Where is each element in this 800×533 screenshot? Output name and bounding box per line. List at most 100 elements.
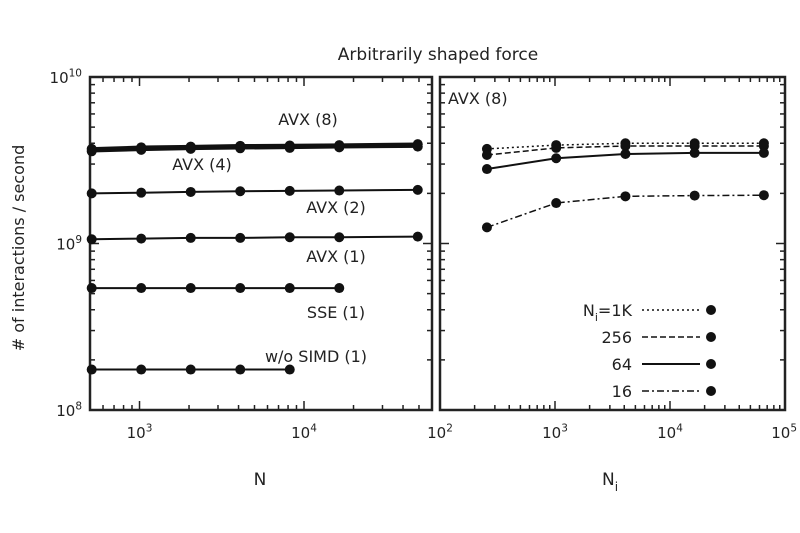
data-point [136,283,147,294]
x-tick-label-base: 10 [771,424,790,442]
legend-marker [706,359,716,369]
x-tick-label: 105 [771,422,797,442]
data-point [185,364,196,375]
legend-label: 16 [612,382,632,401]
legend-label-rest: =1K [598,301,633,320]
data-point [235,186,246,197]
x-tick-label-base: 10 [291,424,310,442]
series-annotation: AVX (1) [306,247,366,266]
legend-label-sub: i [595,311,598,324]
data-point [481,164,492,175]
x-tick-label-base: 10 [657,424,676,442]
data-point [136,144,147,155]
data-point [235,364,246,375]
data-point [86,146,97,157]
data-point [758,190,769,201]
y-axis-label: # of interactions / second [9,145,28,352]
x-tick-label-exp: 3 [146,422,153,434]
data-point [412,231,423,242]
x-tick-label: 103 [127,422,153,442]
y-tick-label-base: 10 [56,236,75,254]
x-tick-label: 103 [542,422,568,442]
data-point [86,188,97,199]
y-tick-label-base: 10 [50,69,69,87]
x-tick-label-exp: 4 [676,422,683,434]
data-point [412,184,423,195]
data-point [481,222,492,233]
data-point [86,364,97,375]
x-tick-label: 104 [291,422,317,442]
data-point [620,141,631,152]
chart-title: Arbitrarily shaped force [338,45,538,65]
x-tick-label-base: 10 [127,424,146,442]
data-point [284,232,295,243]
series-line [486,142,764,150]
series-line [486,194,764,229]
legend-label: 256 [601,328,632,347]
right-x-axis-label-base: N [602,470,615,490]
data-point [284,283,295,294]
data-point [86,283,97,294]
series-annotation: AVX (8) [278,110,338,129]
data-point [551,198,562,209]
x-tick-label: 102 [427,422,453,442]
y-tick-label: 109 [56,234,82,254]
data-point [284,364,295,375]
legend-label: 64 [612,355,632,374]
data-point [86,234,97,245]
y-tick-label: 1010 [50,67,82,87]
legend-marker [706,332,716,342]
left-x-axis-label: N [254,470,267,490]
right-x-axis-label-sub: i [615,480,618,494]
data-point [551,153,562,164]
x-tick-label-exp: 5 [790,422,797,434]
data-point [185,143,196,154]
data-point [185,283,196,294]
right-x-axis-label: Ni [602,470,618,494]
data-point [758,147,769,158]
data-point [334,142,345,153]
x-tick-label-base: 10 [427,424,446,442]
data-point [689,141,700,152]
legend-marker [706,386,716,396]
series-annotation: w/o SIMD (1) [265,347,367,366]
y-tick-label-exp: 8 [75,400,82,412]
series-annotation: SSE (1) [307,303,365,322]
y-tick-label-exp: 10 [69,67,82,79]
data-point [334,232,345,243]
series-annotation: AVX (2) [306,198,366,217]
legend-label-base: N [583,301,595,320]
data-point [235,232,246,243]
x-tick-label: 104 [657,422,683,442]
data-point [620,148,631,159]
data-point [185,232,196,243]
data-point [334,283,345,294]
x-tick-label-base: 10 [542,424,561,442]
legend-label: Ni=1K [583,301,633,324]
legend-marker [706,305,716,315]
data-point [284,185,295,196]
data-point [551,142,562,153]
y-tick-label-exp: 9 [75,234,82,246]
x-tick-label-exp: 2 [446,422,453,434]
data-point [412,141,423,152]
data-point [136,364,147,375]
x-tick-label-exp: 4 [310,422,317,434]
data-point [758,141,769,152]
data-point [334,185,345,196]
data-point [689,190,700,201]
data-point [481,150,492,161]
data-point [136,187,147,198]
data-point [284,142,295,153]
panel-annotation: AVX (8) [448,89,508,108]
y-tick-label-base: 10 [56,402,75,420]
data-point [136,233,147,244]
data-point [235,143,246,154]
data-point [689,147,700,158]
x-tick-label-exp: 3 [561,422,568,434]
series-annotation: AVX (4) [172,155,232,174]
y-tick-label: 108 [56,400,82,420]
